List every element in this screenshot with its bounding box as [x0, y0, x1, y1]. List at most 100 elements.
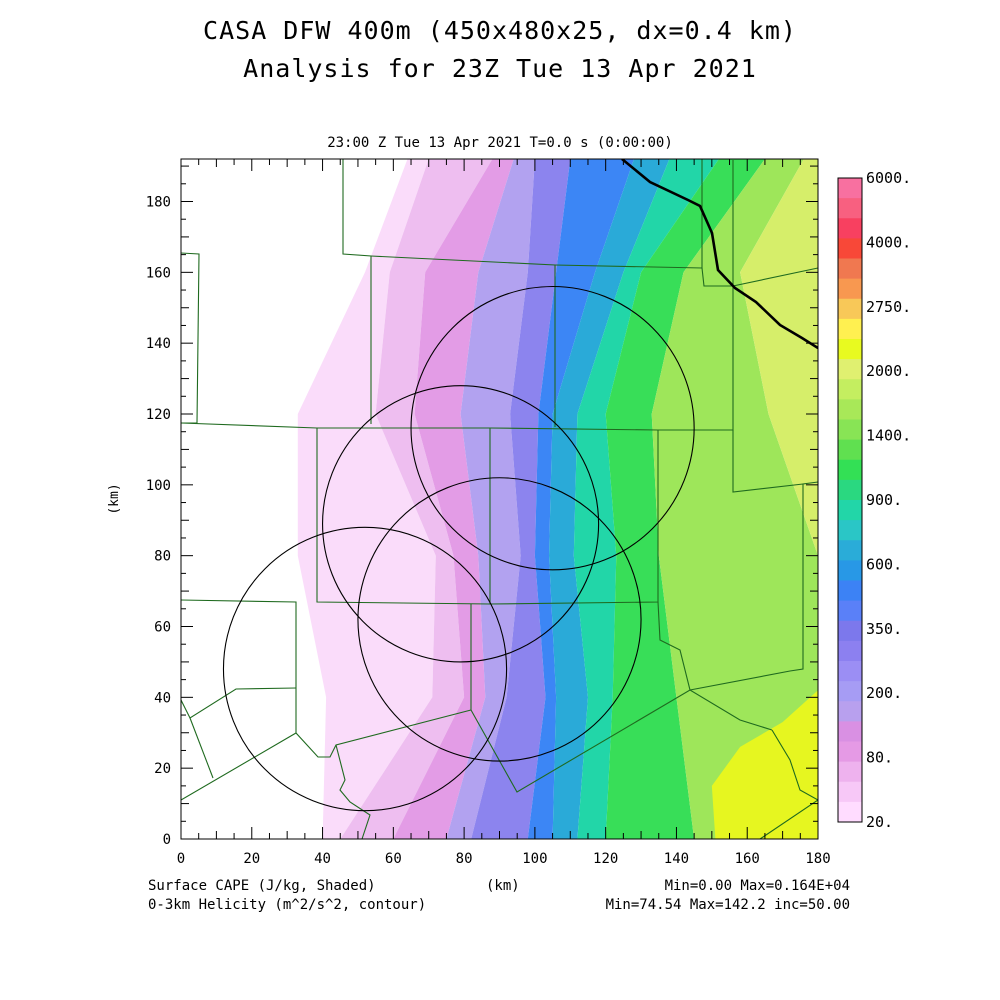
county-boundary — [689, 481, 818, 691]
colorbar-frame — [837, 177, 863, 823]
colorbar-swatch — [838, 500, 862, 521]
y-tick-label: 60 — [154, 620, 171, 636]
colorbar-swatch — [838, 278, 862, 300]
county-boundary — [181, 687, 297, 719]
cape-band — [549, 159, 670, 839]
x-tick-label: 80 — [456, 851, 473, 867]
colorbar-swatch — [838, 801, 862, 823]
colorbar-swatch — [838, 298, 862, 320]
county-boundary — [181, 709, 472, 801]
county-boundary — [189, 717, 214, 779]
y-axis-label: (km) — [107, 483, 122, 514]
colorbar-swatch — [838, 479, 862, 501]
y-tick-label: 120 — [146, 407, 171, 423]
chart-title: CASA DFW 400m (450x480x25, dx=0.4 km) — [203, 16, 797, 45]
x-tick-label: 140 — [664, 851, 689, 867]
colorbar-swatch — [838, 600, 862, 622]
y-tick-label: 160 — [146, 265, 171, 281]
cape-band — [340, 159, 493, 839]
colorbar-label: 2000. — [866, 362, 911, 380]
cape-band — [651, 159, 818, 839]
helicity-contour — [357, 477, 642, 762]
helicity-contour — [410, 285, 695, 571]
county-boundary — [701, 267, 733, 287]
colorbar-label: 350. — [866, 620, 902, 638]
colorbar-swatch — [838, 318, 862, 340]
colorbar-swatch — [838, 439, 862, 461]
colorbar-swatch — [838, 721, 862, 742]
colorbar-swatch — [838, 761, 862, 783]
cape-band — [181, 159, 408, 839]
colorbar-swatch — [838, 419, 862, 441]
colorbar-label: 80. — [866, 749, 893, 767]
cape-max-region — [711, 690, 818, 839]
cape-band — [527, 159, 634, 839]
y-tick-label: 80 — [154, 549, 171, 565]
colorbar-swatch — [838, 258, 862, 280]
chart-subtitle: Analysis for 23Z Tue 13 Apr 2021 — [243, 54, 757, 83]
colorbar-label: 20. — [866, 813, 893, 831]
county-boundary — [181, 599, 297, 733]
colorbar-label: 900. — [866, 491, 902, 509]
y-tick-label: 140 — [146, 336, 171, 352]
colorbar-swatch — [838, 198, 862, 219]
colorbar-swatch — [838, 781, 862, 803]
colorbar-swatch — [838, 178, 862, 199]
county-boundary — [657, 601, 691, 691]
cape-band — [740, 159, 818, 839]
helicity-contour — [322, 385, 600, 663]
shaded-field-label: Surface CAPE (J/kg, Shaded) — [148, 878, 376, 894]
x-tick-label: 180 — [805, 851, 830, 867]
colorbar-swatch — [838, 701, 862, 722]
boundary-line — [621, 159, 818, 350]
x-tick-label: 60 — [385, 851, 402, 867]
contour-stats: Min=74.54 Max=142.2 inc=50.00 — [605, 897, 850, 913]
colorbar-label: 2750. — [866, 298, 911, 316]
county-boundary — [759, 799, 818, 839]
shaded-stats: Min=0.00 Max=0.164E+04 — [664, 878, 850, 894]
colorbar-swatch — [838, 580, 862, 602]
cape-band — [573, 159, 719, 839]
county-boundary — [181, 160, 734, 431]
colorbar-swatch — [838, 339, 862, 360]
colorbar-swatch — [838, 540, 862, 561]
county-boundary — [335, 744, 371, 839]
x-tick-label: 40 — [314, 851, 331, 867]
county-boundary — [771, 729, 818, 801]
y-tick-label: 40 — [154, 690, 171, 706]
colorbar-label: 200. — [866, 684, 902, 702]
colorbar-label: 6000. — [866, 169, 911, 187]
colorbar-swatch — [838, 218, 862, 239]
contour-field-label: 0-3km Helicity (m^2/s^2, contour) — [148, 897, 427, 913]
cape-band — [393, 159, 514, 839]
time-label: 23:00 Z Tue 13 Apr 2021 T=0.0 s (0:00:00… — [327, 135, 673, 151]
county-boundary — [342, 159, 372, 424]
x-tick-label: 0 — [177, 851, 185, 867]
y-tick-label: 180 — [146, 195, 171, 211]
helicity-contour — [222, 526, 508, 812]
colorbar-swatch — [838, 238, 862, 259]
colorbar-swatch — [838, 640, 862, 662]
colorbar-label: 600. — [866, 555, 902, 573]
x-tick-label: 160 — [735, 851, 760, 867]
colorbar-swatch — [838, 560, 862, 581]
colorbar-swatch — [838, 359, 862, 380]
x-tick-label: 120 — [593, 851, 618, 867]
county-boundary — [732, 430, 804, 493]
colorbar-swatch — [838, 399, 862, 420]
y-tick-label: 100 — [146, 478, 171, 494]
colorbar-swatch — [838, 681, 862, 702]
colorbar-swatch — [838, 379, 862, 400]
cape-band — [605, 159, 765, 839]
colorbar-swatch — [838, 741, 862, 763]
y-tick-label: 20 — [154, 761, 171, 777]
x-tick-label: 100 — [522, 851, 547, 867]
colorbar-swatch — [838, 661, 862, 682]
cape-band — [446, 159, 535, 839]
colorbar-swatch — [838, 459, 862, 481]
colorbar-label: 1400. — [866, 427, 911, 445]
colorbar-swatch — [838, 520, 862, 541]
y-tick-label: 0 — [163, 832, 171, 848]
cape-band — [297, 159, 436, 839]
